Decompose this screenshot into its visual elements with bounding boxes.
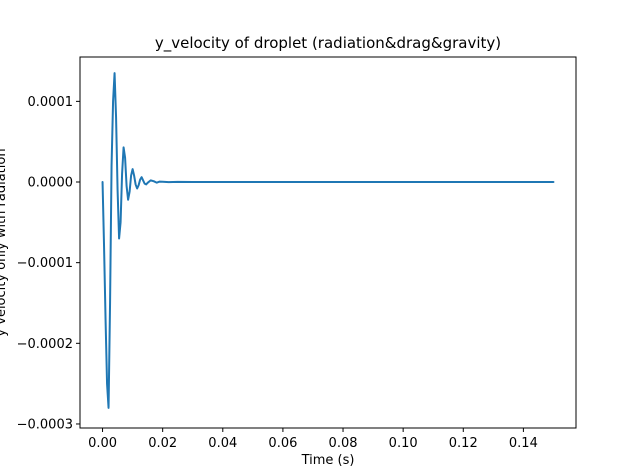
x-tick-label: 0.00 xyxy=(88,436,117,451)
x-tick-label: 0.08 xyxy=(329,436,358,451)
x-axis-label: Time (s) xyxy=(301,453,355,468)
x-tick-label: 0.14 xyxy=(509,436,538,451)
y-tick-label: −0.0002 xyxy=(17,337,73,352)
y-tick-label: 0.0001 xyxy=(28,95,74,110)
y-axis-ticks: −0.0003 −0.0002 −0.0001 0.0000 0.0001 xyxy=(17,95,80,432)
plot-area xyxy=(101,72,555,409)
y-tick-label: −0.0001 xyxy=(17,256,73,271)
x-tick-label: 0.04 xyxy=(208,436,237,451)
series-line-0 xyxy=(101,72,555,409)
chart-title: y_velocity of droplet (radiation&drag&gr… xyxy=(155,34,501,53)
y-tick-label: 0.0000 xyxy=(28,176,74,191)
y-tick-label: −0.0003 xyxy=(17,417,73,432)
y-axis-label: y velocity only with radiation xyxy=(0,148,9,336)
x-tick-label: 0.12 xyxy=(449,436,478,451)
x-tick-label: 0.06 xyxy=(268,436,297,451)
axes-frame xyxy=(79,56,577,429)
x-axis-ticks: 0.00 0.02 0.04 0.06 0.08 0.10 0.12 0.14 xyxy=(88,428,538,451)
x-tick-label: 0.10 xyxy=(389,436,418,451)
x-tick-label: 0.02 xyxy=(148,436,177,451)
